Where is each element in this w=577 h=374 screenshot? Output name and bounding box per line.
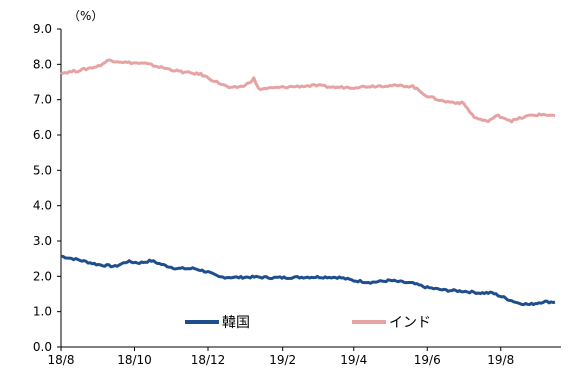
y-tick-label: 2.0 [33, 269, 52, 283]
x-tick-label: 18/10 [117, 353, 152, 367]
series-line-india [60, 58, 556, 124]
x-tick-label: 19/6 [414, 353, 441, 367]
legend-label-india: インド [389, 315, 431, 331]
legend-label-korea: 韓国 [222, 315, 250, 331]
y-tick-label: 6.0 [33, 128, 52, 142]
x-tick-label: 19/8 [487, 353, 514, 367]
y-tick-label: 4.0 [33, 199, 52, 213]
x-tick-label: 19/2 [269, 353, 296, 367]
y-unit-label: （%） [68, 9, 103, 23]
y-tick-label: 3.0 [33, 234, 52, 248]
x-tick-label: 18/8 [48, 353, 75, 367]
y-tick-label: 9.0 [33, 22, 52, 36]
y-tick-label: 8.0 [33, 57, 52, 71]
x-tick-label: 18/12 [191, 353, 226, 367]
y-tick-label: 1.0 [33, 305, 52, 319]
series-layer [60, 58, 556, 307]
series-line-korea [60, 254, 556, 307]
x-tick-label: 19/4 [340, 353, 367, 367]
legend: 韓国 インド [185, 315, 431, 331]
y-tick-label: 7.0 [33, 93, 52, 107]
axes: 0.0 1.0 2.0 3.0 4.0 5.0 6.0 7.0 8.0 9.0 18/8 18/10 1… [33, 22, 561, 367]
y-tick-label: 5.0 [33, 163, 52, 177]
y-tick-label: 0.0 [33, 340, 52, 354]
